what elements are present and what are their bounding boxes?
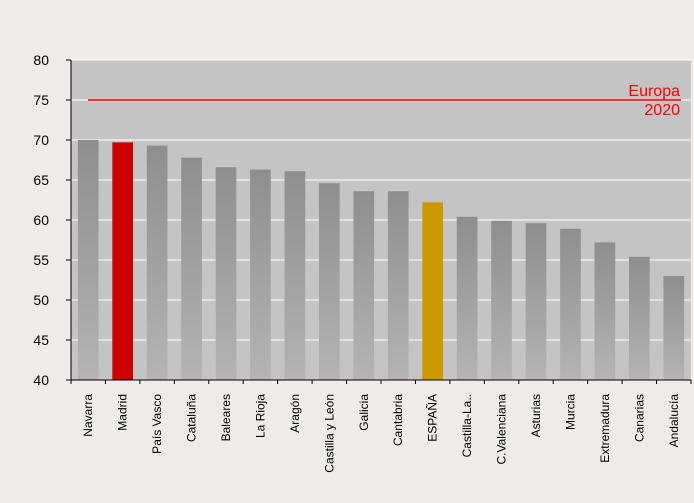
y-tick-label: 80 xyxy=(33,52,49,68)
bar xyxy=(629,256,650,380)
reference-line-label: 2020 xyxy=(644,102,680,119)
x-category-label: Baleares xyxy=(219,394,233,441)
y-tick-label: 75 xyxy=(33,92,49,108)
x-category-label: Asturias xyxy=(529,394,543,437)
x-category-label: Cataluña xyxy=(185,394,199,442)
bar xyxy=(663,276,685,380)
bar xyxy=(146,145,168,380)
bars xyxy=(77,140,685,380)
y-tick-label: 55 xyxy=(33,252,49,268)
x-category-label: Navarra xyxy=(81,394,95,437)
x-category-label: ESPAÑA xyxy=(426,394,440,442)
x-category-label: Cantabria xyxy=(391,394,405,446)
y-tick-label: 45 xyxy=(33,332,49,348)
bar xyxy=(215,167,237,380)
x-category-label: C.Valenciana xyxy=(495,394,509,465)
x-category-label: País Vasco xyxy=(150,394,164,454)
y-tick-label: 50 xyxy=(33,292,49,308)
y-tick-label: 60 xyxy=(33,212,49,228)
bar xyxy=(525,223,547,380)
axes xyxy=(66,59,692,384)
bar xyxy=(456,216,478,380)
bar xyxy=(181,157,202,380)
bar xyxy=(422,202,443,380)
y-tick-labels: 40 45 50 55 60 65 70 75 80 xyxy=(33,52,49,388)
x-category-label: Canarias xyxy=(632,394,646,442)
reference-line-label: Europa xyxy=(628,83,680,100)
reference-line-group: Europa 2020 xyxy=(88,83,681,119)
bar xyxy=(560,228,581,380)
bar xyxy=(77,140,99,380)
bar xyxy=(387,191,409,380)
bar xyxy=(112,142,133,380)
x-category-label: La Rioja xyxy=(253,394,267,438)
x-category-label: Madrid xyxy=(116,394,130,431)
bar xyxy=(284,171,306,380)
x-category-label: Extremadura xyxy=(598,394,612,463)
x-category-label: Andalucía xyxy=(667,394,681,448)
y-tick-label: 40 xyxy=(33,372,49,388)
x-category-label: Castilla y León xyxy=(322,394,336,473)
bar xyxy=(594,242,616,380)
x-category-labels: Navarra Madrid País Vasco Cataluña Baleares L… xyxy=(81,394,681,473)
y-tick-label: 70 xyxy=(33,132,49,148)
bar xyxy=(353,191,375,380)
x-category-label: Murcia xyxy=(563,394,577,430)
x-category-label: Castilla-La.. xyxy=(460,394,474,457)
bar xyxy=(250,169,271,380)
y-tick-label: 65 xyxy=(33,172,49,188)
bar xyxy=(319,183,340,380)
x-category-label: Aragón xyxy=(288,394,302,433)
bar xyxy=(491,220,512,380)
x-category-label: Galicia xyxy=(357,394,371,431)
